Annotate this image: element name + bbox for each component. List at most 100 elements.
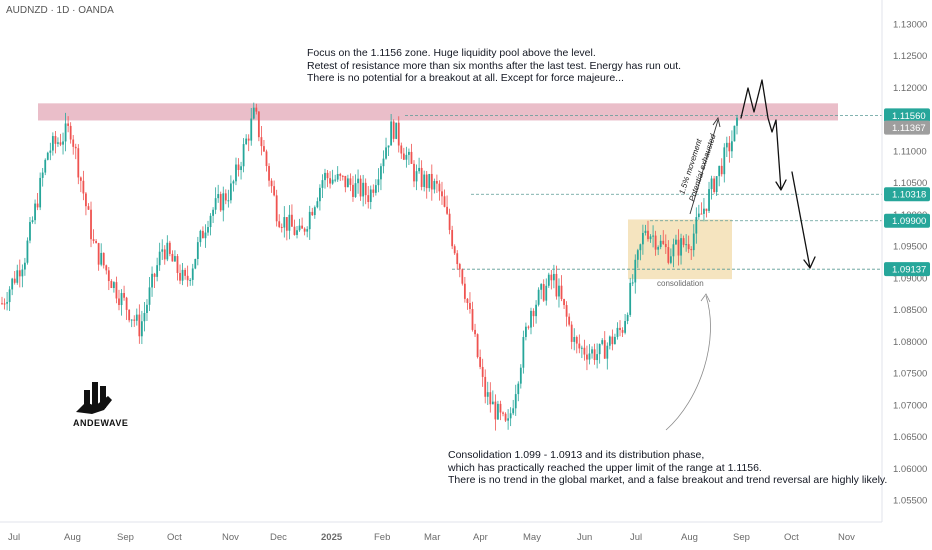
candle-body <box>446 206 448 214</box>
candle-body <box>685 244 688 246</box>
x-tick-label: Nov <box>222 532 239 543</box>
candle-body <box>118 298 120 306</box>
logo-icon <box>76 382 112 414</box>
candle-body <box>174 256 176 262</box>
candle-body <box>545 285 548 301</box>
candle-body <box>268 166 270 181</box>
candle-body <box>601 340 604 344</box>
candle-body <box>616 327 619 337</box>
candle-body <box>235 164 237 182</box>
candle-body <box>51 136 54 151</box>
candle-body <box>110 281 113 289</box>
candle-body <box>675 239 677 245</box>
candle-body <box>469 303 471 310</box>
candle-body <box>649 236 652 240</box>
candle-body <box>189 279 192 281</box>
candle-body <box>614 336 616 345</box>
candle-body <box>219 194 222 211</box>
candle-body <box>120 293 123 306</box>
candle-body <box>418 167 420 172</box>
candle-body <box>682 238 685 245</box>
x-tick-label: Oct <box>167 532 182 543</box>
candle-body <box>146 304 148 314</box>
candle-body <box>705 208 708 211</box>
candle-body <box>476 334 479 358</box>
candle-body <box>23 262 26 270</box>
candle-body <box>565 305 568 317</box>
candle-body <box>570 324 573 342</box>
candle-body <box>288 214 291 231</box>
candle-body <box>321 180 324 188</box>
candle-body <box>484 376 487 397</box>
candle-body <box>583 347 586 355</box>
candle-body <box>611 336 614 345</box>
candle-body <box>550 274 553 281</box>
candle-body <box>102 252 105 266</box>
candle-body <box>499 403 502 413</box>
candle-body <box>402 153 405 160</box>
candle-body <box>74 146 77 149</box>
x-tick-label: Sep <box>733 532 750 543</box>
candle-body <box>46 152 49 160</box>
candle-body <box>250 118 253 141</box>
candle-body <box>720 165 723 175</box>
candle-body <box>408 151 410 155</box>
candle-body <box>3 303 6 305</box>
candle-body <box>217 194 220 199</box>
candle-body <box>586 354 588 360</box>
candle-body <box>232 181 235 184</box>
candle-body <box>346 178 349 188</box>
y-tick-label: 1.10500 <box>893 178 927 189</box>
candle-body <box>629 282 632 315</box>
y-tick-label: 1.09500 <box>893 242 927 253</box>
x-tick-label: Aug <box>64 532 81 543</box>
candle-body <box>255 107 258 112</box>
candle-body <box>171 253 174 262</box>
resistance-zone <box>38 103 838 121</box>
candle-body <box>433 180 436 190</box>
y-tick-label: 1.11000 <box>893 146 927 157</box>
candle-body <box>334 179 337 181</box>
candle-body <box>133 319 136 321</box>
candle-body <box>491 401 494 405</box>
candle-body <box>669 256 672 263</box>
candle-body <box>90 209 92 240</box>
candle-body <box>41 172 44 178</box>
candle-body <box>324 172 326 181</box>
y-tick-label: 1.13000 <box>893 20 927 31</box>
candle-body <box>369 189 372 202</box>
candle-body <box>344 175 347 188</box>
candle-body <box>657 247 660 250</box>
candle-body <box>710 178 713 190</box>
candle-body <box>21 269 24 277</box>
candle-body <box>270 180 273 187</box>
candle-body <box>291 214 293 227</box>
candle-body <box>341 175 344 177</box>
y-tick-label: 1.07000 <box>893 400 927 411</box>
candle-body <box>387 145 390 148</box>
x-tick-label: Apr <box>473 532 488 543</box>
candle-body <box>512 408 515 414</box>
candle-body <box>377 179 380 186</box>
diagonal-arrow <box>689 119 719 215</box>
candle-body <box>331 179 334 184</box>
candle-body <box>224 193 227 201</box>
candle-body <box>395 122 398 139</box>
candle-body <box>303 228 306 232</box>
candle-body <box>507 418 510 421</box>
candle-body <box>313 207 316 216</box>
x-tick-label: Aug <box>681 532 698 543</box>
candle-body <box>153 273 156 277</box>
candle-body <box>130 319 133 321</box>
candle-body <box>598 343 601 355</box>
candle-body <box>448 213 451 230</box>
candle-body <box>34 203 36 221</box>
candle-body <box>517 383 520 395</box>
candle-body <box>280 226 283 228</box>
candle-body <box>308 211 311 230</box>
candle-body <box>179 272 181 281</box>
candle-body <box>532 310 535 317</box>
candle-body <box>588 353 591 360</box>
candle-body <box>420 167 423 187</box>
